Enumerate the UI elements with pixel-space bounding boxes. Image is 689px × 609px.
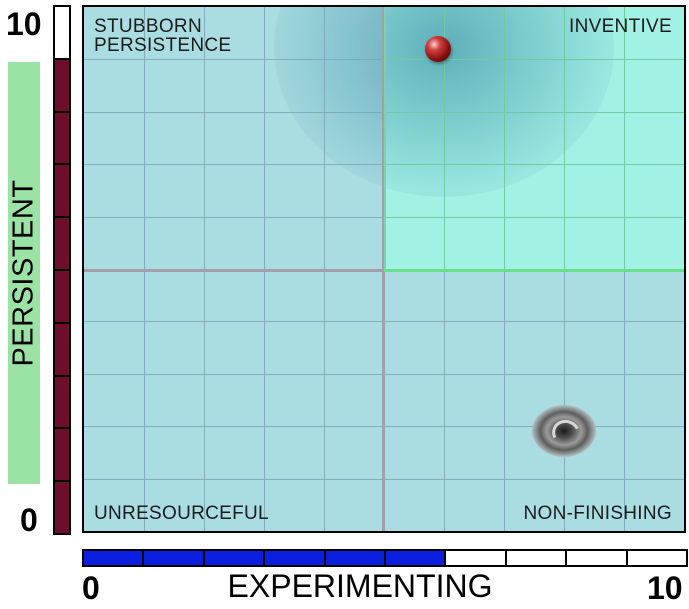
x-progress-segment <box>565 549 628 567</box>
x-progress-segment <box>82 549 144 567</box>
y-progress-segment <box>53 216 71 271</box>
x-tick-max: 10 <box>647 570 683 606</box>
x-progress-segment <box>626 549 688 567</box>
quadrant-label-top-left: STUBBORN PERSISTENCE <box>94 16 232 56</box>
y-progress-segment <box>53 427 71 482</box>
grid-line-v-highlight <box>444 7 445 269</box>
quadrant-label-bottom-right: NON-FINISHING <box>523 503 672 524</box>
quadrant-label-bottom-left: UNRESOURCEFUL <box>94 503 269 524</box>
x-progress-segment <box>203 549 265 567</box>
x-progress-segment <box>505 549 567 567</box>
y-progress-segment <box>53 480 71 535</box>
grid-line-h-highlight <box>384 59 684 60</box>
grid-line-v-highlight <box>504 7 505 269</box>
divider-vertical-highlight <box>384 7 386 271</box>
x-progress-segment <box>384 549 446 567</box>
y-tick-min: 0 <box>20 502 38 538</box>
marker-swirl <box>532 405 596 458</box>
y-progress-segment <box>53 322 71 377</box>
quadrant-label-top-right: INVENTIVE <box>569 16 672 37</box>
y-progress-segment <box>53 163 71 218</box>
y-tick-max: 10 <box>6 6 42 42</box>
divider-horizontal-highlight <box>384 269 684 272</box>
grid-line-v-highlight <box>624 7 625 269</box>
x-progress-segment <box>444 549 507 567</box>
y-progress-bar <box>53 5 71 535</box>
x-axis-label: EXPERIMENTING <box>227 568 493 604</box>
x-progress-segment <box>263 549 326 567</box>
y-progress-segment <box>53 5 71 60</box>
y-progress-segment <box>53 58 71 113</box>
grid-line-v-highlight <box>564 7 565 269</box>
x-progress-segment <box>324 549 386 567</box>
marker-ball <box>425 35 451 62</box>
y-axis-label: PERSISTENT <box>7 179 40 367</box>
plot-area: STUBBORN PERSISTENCE INVENTIVE UNRESOURC… <box>82 5 686 533</box>
grid-line-h-highlight <box>384 217 684 218</box>
divider-horizontal <box>84 269 384 272</box>
x-tick-min: 0 <box>82 570 100 606</box>
y-progress-segment <box>53 111 71 165</box>
x-progress-bar <box>82 549 688 567</box>
grid-line-h-highlight <box>384 164 684 165</box>
y-axis-label-panel: PERSISTENT <box>8 62 40 484</box>
y-progress-segment <box>53 375 71 429</box>
y-progress-segment <box>53 269 71 324</box>
x-progress-segment <box>142 549 205 567</box>
grid-line-h-highlight <box>384 112 684 113</box>
